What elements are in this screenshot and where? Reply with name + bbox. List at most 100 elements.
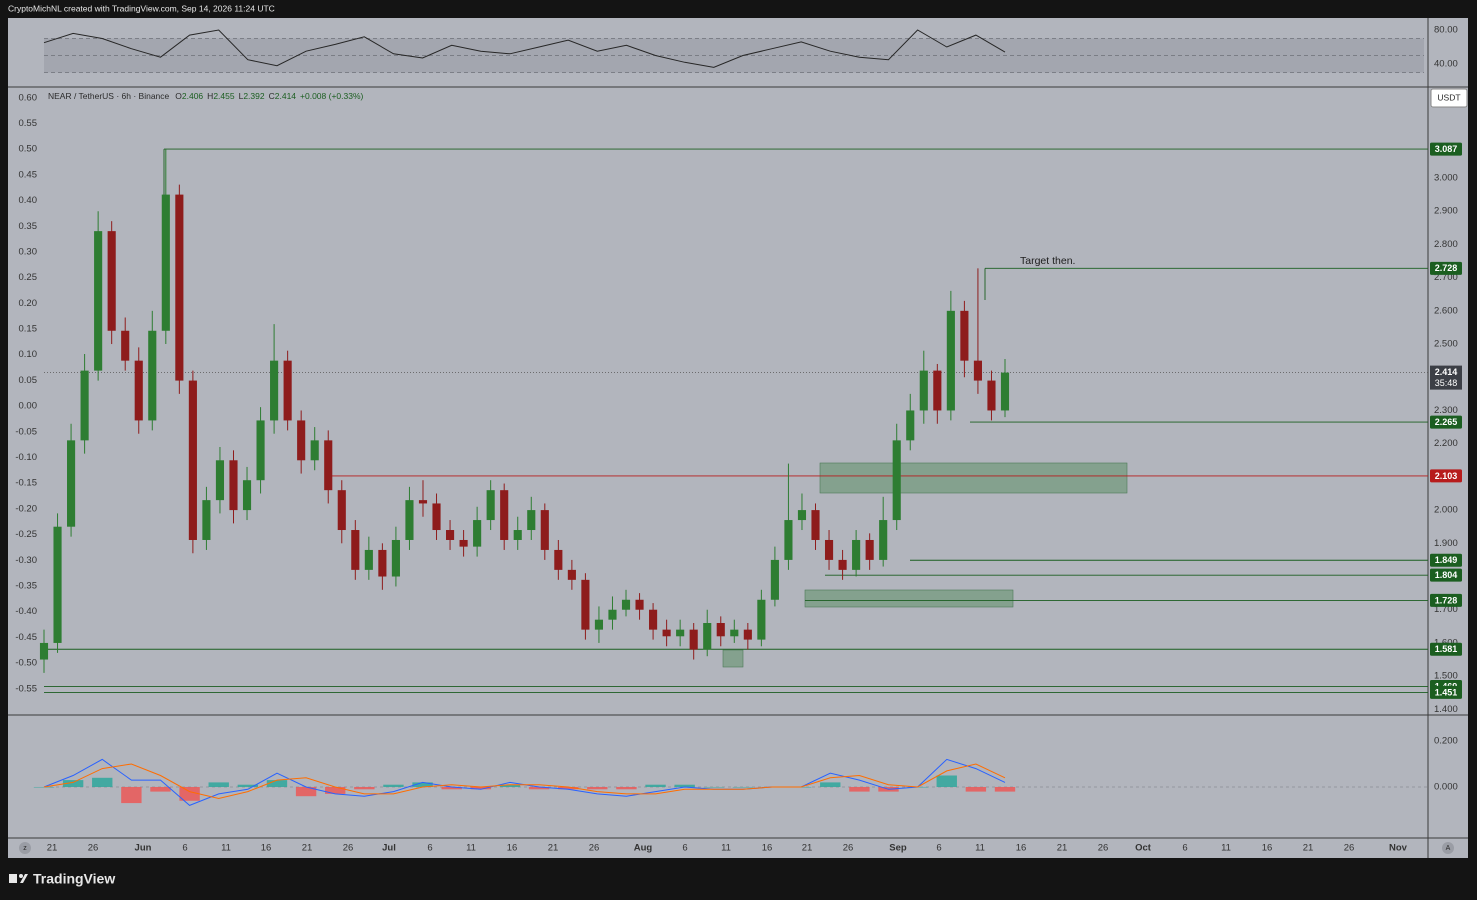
x-tick-label: 16 [507,843,518,854]
candle-body [80,370,89,441]
candle-body [432,503,441,531]
candle-body [161,194,170,331]
auto-scale-button[interactable] [1442,842,1454,854]
y2-tick-label: 0.60 [19,92,38,103]
last-price-label: 2.414 [1435,367,1458,377]
y-tick-label: 0.000 [1434,782,1458,793]
x-tick-label: Oct [1135,843,1152,854]
brand-logo [9,874,28,883]
zoom-icon[interactable] [19,842,31,854]
histogram-bar [499,784,521,787]
candle-body [486,490,495,521]
candle-body [148,330,157,421]
candle-body [270,360,279,421]
x-tick-label: 6 [182,843,187,854]
y2-tick-label: -0.20 [15,503,37,514]
level-tag [1430,642,1462,656]
candle-body [107,231,116,331]
x-tick-label: 11 [466,843,476,854]
candle-body [351,530,360,570]
y-tick-label: 1.900 [1434,538,1458,549]
level-label: 1.728 [1435,595,1458,605]
panel [8,18,1468,858]
y2-tick-label: -0.10 [15,452,37,463]
x-tick-label: 11 [975,843,985,854]
candle-body [838,559,847,570]
ohlc-key: L [239,91,244,101]
y2-tick-label: -0.45 [15,632,37,643]
candle-body [242,480,252,511]
candle-body [567,569,576,580]
y2-tick-label: 0.55 [19,118,38,129]
y2-tick-label: -0.30 [15,555,37,566]
y-tick-label: 2.700 [1434,272,1458,283]
histogram-bar [732,786,754,788]
x-tick-label: 26 [88,843,99,854]
candle-body [310,440,319,461]
change: +0.008 (+0.33%) [300,91,363,101]
candle-body [852,539,861,570]
x-tick-label: 21 [548,843,559,854]
x-tick-label: 26 [589,843,600,854]
candle-body [879,520,888,560]
histogram-bar [528,786,550,790]
candle-body [689,629,698,650]
x-tick-label: 16 [261,843,272,854]
candle-body [730,629,739,637]
candle-body [933,370,942,411]
histogram-bar [616,786,637,790]
ohlc-value: 2.455 [213,91,235,101]
x-tick-label: 6 [1182,843,1187,854]
zone [804,589,1014,608]
candle-body [703,623,712,650]
y-tick-label: 2.500 [1434,339,1458,350]
histogram-bar [412,782,433,787]
histogram-bar [325,786,346,794]
histogram-bar [703,786,724,788]
level-tag [1430,553,1462,567]
x-tick-label: 26 [1098,843,1109,854]
x-tick-label: Nov [1389,843,1408,854]
x-tick-label: Aug [634,843,653,854]
y2-tick-label: 0.45 [19,169,38,180]
y2-tick-label: -0.40 [15,606,37,617]
y2-tick-label: 0.10 [19,349,38,360]
candle-body [770,559,779,600]
candle-body [865,539,874,560]
currency: USDT [1437,92,1460,102]
candle-body [39,642,49,660]
level-tag [1430,469,1462,483]
x-tick-label: 26 [343,843,354,854]
y2-tick-label: -0.50 [15,658,37,669]
candle-body [676,629,685,637]
y2-tick-label: 0.15 [19,324,38,335]
level-label: 1.849 [1435,555,1458,565]
histogram-bar [354,786,375,790]
candle-body [53,526,62,643]
candle-body [175,194,184,381]
candle-body [987,380,996,411]
ohlc-value: 2.392 [243,91,265,101]
candle-body [405,500,414,540]
candle-body [324,440,333,491]
candle-body [811,510,820,540]
x-tick-label: 16 [1016,843,1027,854]
level-tag [1430,142,1462,156]
candle-body [581,579,590,630]
level-label: 2.728 [1435,263,1458,273]
candle-body [500,490,509,540]
ohlc-key: O [175,91,182,101]
candle-body [892,440,901,521]
candle-body [621,599,631,610]
x-tick-label: 6 [427,843,432,854]
x-tick-label: 21 [802,843,813,854]
annotation: Target then. [1020,255,1075,267]
candle-body [608,609,617,620]
ohlc-value: 2.414 [275,91,297,101]
histogram-bar [208,782,229,787]
zone [819,462,1128,494]
x-tick-label: 21 [1303,843,1314,854]
y-tick-label: 1.500 [1434,671,1458,682]
x-tick-label: 6 [682,843,687,854]
